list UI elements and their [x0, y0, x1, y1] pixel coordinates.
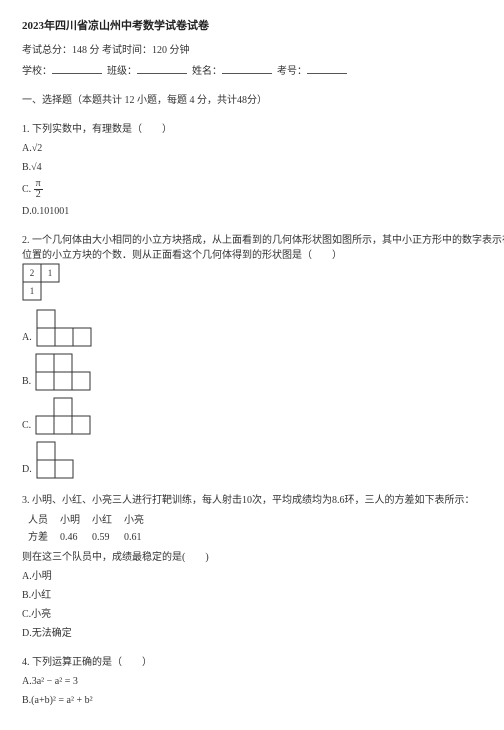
- q2-a-label: A.: [22, 330, 32, 347]
- q2-a-shape: [36, 309, 92, 347]
- student-info-row: 学校： 班级： 姓名： 考号：: [22, 64, 504, 79]
- q3-opt-b[interactable]: B.小红: [22, 588, 504, 603]
- q1-c-fraction: π 2: [34, 179, 43, 200]
- q1-c-den: 2: [34, 189, 43, 200]
- q2-opt-d[interactable]: D.: [22, 441, 504, 479]
- cell-1: 1: [48, 268, 53, 278]
- cell: 小红: [86, 512, 118, 529]
- q2-opt-a[interactable]: A.: [22, 309, 504, 347]
- q2-stem: 2. 一个几何体由大小相同的小立方块搭成，从上面看到的几何体形状图如图所示，其中…: [22, 233, 504, 263]
- section-1-heading: 一、选择题（本题共计 12 小题，每题 4 分，共计48分）: [22, 93, 504, 108]
- q1-stem: 1. 下列实数中，有理数是（ ）: [22, 122, 504, 137]
- q3-opt-a[interactable]: A.小明: [22, 569, 504, 584]
- question-3: 3. 小明、小红、小亮三人进行打靶训练，每人射击10次，平均成绩均为8.6环，三…: [22, 493, 504, 641]
- q1-opt-a[interactable]: A.√2: [22, 141, 504, 156]
- q4-opt-b[interactable]: B.(a+b)² = a² + b²: [22, 693, 504, 708]
- cell-0: 2: [30, 268, 35, 278]
- blank-name[interactable]: [222, 73, 272, 74]
- blank-id[interactable]: [307, 73, 347, 74]
- q2-b-label: B.: [22, 374, 31, 391]
- q1-c-prefix: C.: [22, 183, 31, 194]
- q1-opt-d[interactable]: D.0.101001: [22, 204, 504, 219]
- q3-variance-table: 人员 小明 小红 小亮 方差 0.46 0.59 0.61: [22, 512, 150, 546]
- cell: 小亮: [118, 512, 150, 529]
- q3-tail: 则在这三个队员中，成绩最稳定的是( ): [22, 550, 504, 565]
- q4-stem: 4. 下列运算正确的是（ ）: [22, 655, 504, 670]
- exam-title: 2023年四川省凉山州中考数学试卷试卷: [22, 18, 504, 35]
- q3-stem: 3. 小明、小红、小亮三人进行打靶训练，每人射击10次，平均成绩均为8.6环，三…: [22, 493, 504, 508]
- cell: 小明: [54, 512, 86, 529]
- label-school: 学校：: [22, 66, 52, 77]
- label-id: 考号：: [277, 66, 307, 77]
- q2-top-view: 2 1 1: [22, 263, 62, 303]
- q2-d-label: D.: [22, 462, 32, 479]
- question-2: 2. 一个几何体由大小相同的小立方块搭成，从上面看到的几何体形状图如图所示，其中…: [22, 233, 504, 479]
- blank-class[interactable]: [137, 73, 187, 74]
- q3-opt-c[interactable]: C.小亮: [22, 607, 504, 622]
- q4-opt-a[interactable]: A.3a² − a² = 3: [22, 674, 504, 689]
- table-row: 方差 0.46 0.59 0.61: [22, 529, 150, 546]
- q1-opt-b[interactable]: B.√4: [22, 160, 504, 175]
- label-class: 班级：: [107, 66, 137, 77]
- cell: 方差: [22, 529, 54, 546]
- q1-c-num: π: [34, 179, 43, 189]
- q2-c-label: C.: [22, 418, 31, 435]
- q2-opt-b[interactable]: B.: [22, 353, 504, 391]
- cell: 人员: [22, 512, 54, 529]
- q3-opt-d[interactable]: D.无法确定: [22, 626, 504, 641]
- q2-b-shape: [35, 353, 91, 391]
- q2-opt-c[interactable]: C.: [22, 397, 504, 435]
- label-name: 姓名：: [192, 66, 222, 77]
- question-4: 4. 下列运算正确的是（ ） A.3a² − a² = 3 B.(a+b)² =…: [22, 655, 504, 708]
- exam-meta: 考试总分：148 分 考试时间：120 分钟: [22, 43, 504, 58]
- cell: 0.46: [54, 529, 86, 546]
- table-row: 人员 小明 小红 小亮: [22, 512, 150, 529]
- cell: 0.59: [86, 529, 118, 546]
- q1-opt-c[interactable]: C. π 2: [22, 179, 504, 200]
- cell-2: 1: [30, 286, 35, 296]
- question-1: 1. 下列实数中，有理数是（ ） A.√2 B.√4 C. π 2 D.0.10…: [22, 122, 504, 219]
- q2-c-shape: [35, 397, 91, 435]
- blank-school[interactable]: [52, 73, 102, 74]
- cell: 0.61: [118, 529, 150, 546]
- q2-d-shape: [36, 441, 92, 479]
